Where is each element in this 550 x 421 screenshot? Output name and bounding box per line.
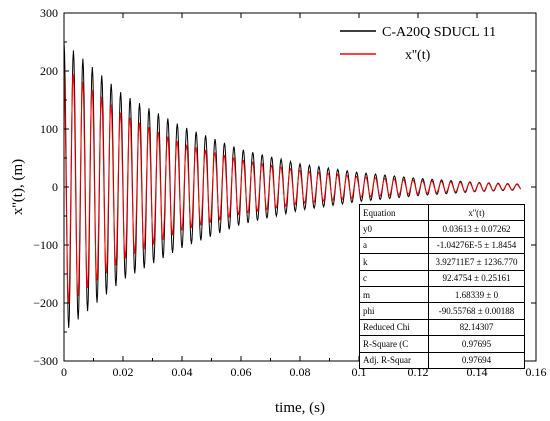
x-tick-label: 0.06 <box>231 365 252 379</box>
fit-param-name: y0 <box>359 220 429 238</box>
x-tick-label: 0 <box>61 365 67 379</box>
fit-param-name: c <box>359 269 429 287</box>
fit-results-table: Equation x''(t) y0 0.03613 ± 0.07262 a -1.042… <box>359 203 525 369</box>
fit-param-name: phi <box>359 302 429 320</box>
fit-table-row: k 3.92711E7 ± 1236.770 <box>359 253 525 271</box>
fit-param-value: -90.55768 ± 0.00188 <box>428 302 525 320</box>
fit-table-row: m 1.68339 ± 0 <box>359 285 525 304</box>
fit-param-value: 0.97695 <box>428 335 525 353</box>
fit-param-value: x''(t) <box>428 203 525 222</box>
legend: C-A20Q SDUCL 11 x''(t) <box>340 25 496 63</box>
x-tick-label: 0.08 <box>290 365 311 379</box>
fit-table-header: Equation x''(t) <box>359 203 525 222</box>
fit-param-name: R-Square (C <box>359 335 429 353</box>
fit-param-value: 82.14307 <box>428 318 525 337</box>
fit-param-name: Equation <box>359 203 429 222</box>
fit-param-value: 0.03613 ± 0.07262 <box>428 220 525 238</box>
fit-table-row: a -1.04276E-5 ± 1.8454 <box>359 236 525 255</box>
series-layer <box>64 41 522 328</box>
y-axis-label: x''(t), (m) <box>10 159 26 215</box>
fit-param-value: 3.92711E7 ± 1236.770 <box>428 253 525 271</box>
x-axis-label: time, (s) <box>275 400 325 416</box>
fit-param-name: a <box>359 236 429 255</box>
fit-param-value: -1.04276E-5 ± 1.8454 <box>428 236 525 255</box>
fit-param-value: 92.4754 ± 0.25161 <box>428 269 525 287</box>
fit-param-name: Reduced Chi <box>359 318 429 337</box>
legend-label-red: x''(t) <box>405 48 431 63</box>
x-tick-label: 0.16 <box>526 365 547 379</box>
fit-table-row: c 92.4754 ± 0.25161 <box>359 269 525 287</box>
fit-param-value: 1.68339 ± 0 <box>428 285 525 304</box>
y-tick-label: 200 <box>40 64 58 78</box>
fit-table-row: y0 0.03613 ± 0.07262 <box>359 220 525 238</box>
y-tick-label: 0 <box>52 180 58 194</box>
fit-param-name: k <box>359 253 429 271</box>
series-line-1 <box>64 66 522 304</box>
fit-table-row: Adj. R-Squar 0.97694 <box>359 351 525 369</box>
fit-table-row: R-Square (C 0.97695 <box>359 335 525 353</box>
fit-table-row: phi -90.55768 ± 0.00188 <box>359 302 525 320</box>
fit-param-name: Adj. R-Squar <box>359 351 429 369</box>
fit-param-name: m <box>359 285 429 304</box>
y-tick-label: −300 <box>33 354 58 368</box>
legend-label-black: C-A20Q SDUCL 11 <box>382 25 496 40</box>
y-tick-label: 300 <box>40 6 58 20</box>
y-tick-label: −200 <box>33 296 58 310</box>
y-tick-label: 100 <box>40 122 58 136</box>
fit-table-row: Reduced Chi 82.14307 <box>359 318 525 337</box>
fit-param-value: 0.97694 <box>428 351 525 369</box>
x-tick-label: 0.04 <box>172 365 193 379</box>
y-tick-label: −100 <box>33 238 58 252</box>
x-tick-label: 0.02 <box>113 365 134 379</box>
